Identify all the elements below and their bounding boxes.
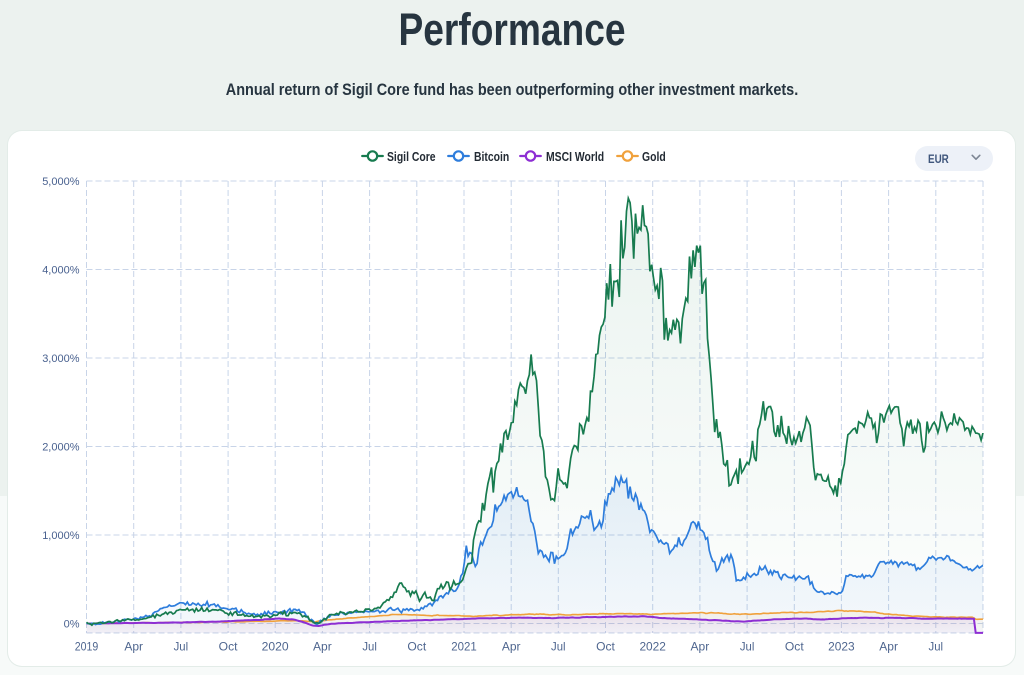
svg-text:Jul: Jul: [174, 640, 189, 654]
svg-text:3,000%: 3,000%: [42, 353, 80, 365]
svg-text:Oct: Oct: [407, 640, 426, 654]
svg-text:Jul: Jul: [362, 640, 377, 654]
svg-text:Apr: Apr: [879, 640, 898, 654]
svg-text:Jul: Jul: [551, 640, 566, 654]
svg-text:2,000%: 2,000%: [42, 442, 80, 454]
svg-text:4,000%: 4,000%: [42, 265, 80, 277]
svg-text:Jul: Jul: [740, 640, 755, 654]
svg-text:0%: 0%: [64, 619, 80, 631]
svg-text:Oct: Oct: [596, 640, 615, 654]
svg-text:2022: 2022: [639, 640, 666, 654]
svg-text:2019: 2019: [75, 640, 99, 654]
svg-text:Apr: Apr: [691, 640, 710, 654]
svg-text:Jul: Jul: [929, 640, 944, 654]
svg-text:1,000%: 1,000%: [42, 530, 80, 542]
svg-text:Apr: Apr: [124, 640, 143, 654]
svg-text:2023: 2023: [828, 640, 855, 654]
svg-text:2020: 2020: [262, 640, 289, 654]
svg-text:Apr: Apr: [502, 640, 521, 654]
svg-text:Oct: Oct: [785, 640, 804, 654]
svg-text:Apr: Apr: [313, 640, 332, 654]
svg-text:2021: 2021: [451, 640, 477, 654]
svg-text:5,000%: 5,000%: [42, 176, 80, 188]
svg-text:Oct: Oct: [219, 640, 238, 654]
